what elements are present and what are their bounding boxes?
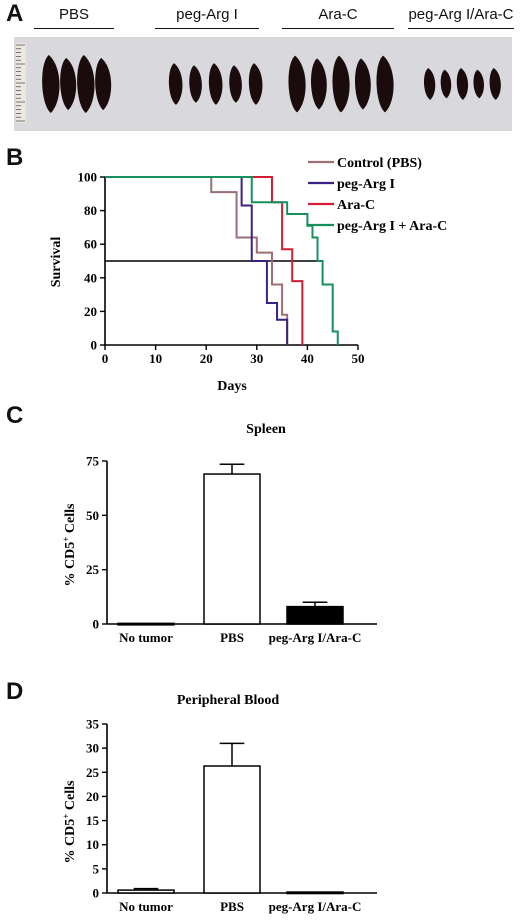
spleen-y-tick-label: 75 — [86, 454, 100, 469]
survival-y-tick-label: 60 — [84, 237, 97, 252]
spleen-specimen — [489, 68, 501, 100]
spleen-specimen — [355, 58, 371, 110]
spleen-specimen — [229, 65, 242, 103]
photo-group-label-peg-arg: peg-Arg I — [176, 6, 238, 23]
survival-y-tick-label: 40 — [84, 270, 97, 285]
spleen-ylabel-main: % CD5 — [63, 542, 78, 587]
photo-group-label-pbs: PBS — [58, 6, 89, 23]
spleen-specimen — [456, 68, 469, 100]
blood-ylabel-end: Cells — [63, 780, 78, 814]
photo-group-underline — [155, 28, 259, 29]
blood-bars: No tumor PBS peg-Arg I/Ara-C — [117, 742, 362, 914]
photo-group-underline — [282, 28, 394, 29]
blood-y-tick-label: 10 — [86, 837, 99, 852]
ruler-ticks — [16, 44, 25, 122]
survival-y-tick-label: 80 — [84, 203, 97, 218]
blood-category-label: peg-Arg I/Ara-C — [269, 899, 362, 914]
spleen-chart-title: Spleen — [246, 422, 286, 437]
spleen-specimen — [423, 68, 436, 100]
survival-series — [105, 176, 339, 345]
spleen-specimen — [77, 55, 95, 113]
blood-bar — [203, 765, 261, 894]
spleen-photo — [14, 37, 512, 131]
blood-y-tick-label: 15 — [86, 813, 100, 828]
blood-y-tick-label: 20 — [86, 789, 99, 804]
spleen-bar — [286, 605, 344, 625]
legend-label: peg-Arg I — [337, 177, 395, 192]
blood-category-label: PBS — [220, 899, 244, 914]
survival-ylabel: Survival — [49, 237, 64, 288]
survival-xlabel: Days — [217, 379, 247, 394]
blood-bar-chart: Peripheral Blood 0 5 10 15 20 25 30 35 No tumor… — [61, 693, 377, 914]
spleen-ylabel: % CD5+ Cells — [61, 503, 78, 586]
spleen-specimen — [311, 58, 327, 110]
photo-group-underline — [34, 28, 114, 29]
survival-x-tick-label: 10 — [149, 351, 162, 366]
spleen-ylabel-end: Cells — [63, 503, 78, 537]
spleen-specimen — [473, 69, 485, 99]
spleen-ylabel-sup: + — [61, 537, 71, 542]
legend-label: peg-Arg I + Ara-C — [337, 219, 447, 234]
spleen-specimen — [440, 69, 452, 99]
panel-letter-c: C — [6, 402, 24, 429]
spleen-specimen — [376, 55, 394, 113]
panel-letter-a: A — [6, 0, 24, 27]
spleen-y-tick-label: 25 — [86, 562, 100, 577]
photo-group-underline — [408, 28, 514, 29]
panel-letter-b: B — [6, 144, 24, 171]
survival-x-tick-label: 30 — [250, 351, 263, 366]
legend-label: Control (PBS) — [337, 156, 422, 171]
spleen-specimen — [332, 55, 350, 113]
spleen-specimen — [42, 55, 60, 113]
spleen-y-tick-label: 50 — [86, 508, 99, 523]
spleen-specimen — [208, 63, 223, 105]
survival-y-tick-label: 0 — [91, 338, 98, 353]
survival-series-line — [105, 176, 304, 345]
survival-x-tick-label: 50 — [352, 351, 365, 366]
panel-letter-d: D — [6, 678, 24, 705]
blood-ylabel-sup: + — [61, 814, 71, 819]
blood-bar — [117, 889, 175, 894]
spleen-y-tick-label: 0 — [93, 617, 100, 632]
survival-axes: 0 10 20 30 40 50 0 20 40 60 80 100 — [78, 170, 365, 367]
survival-x-tick-label: 20 — [200, 351, 213, 366]
blood-chart-title: Peripheral Blood — [177, 693, 279, 708]
survival-x-tick-label: 0 — [102, 351, 109, 366]
spleen-bars: No tumor PBS peg-Arg I/Ara-C — [117, 463, 362, 645]
spleen-bar — [117, 622, 175, 626]
spleen-specimen — [248, 63, 263, 105]
spleen-specimen — [189, 65, 202, 103]
blood-bar — [286, 891, 344, 895]
survival-legend: Control (PBS) peg-Arg I Ara-C peg-Arg I + A… — [308, 156, 447, 234]
blood-y-tick-label: 30 — [86, 741, 99, 756]
survival-chart: 0 10 20 30 40 50 0 20 40 60 80 100 Control (PBS) peg… — [49, 156, 447, 394]
spleen-category-label: PBS — [220, 630, 244, 645]
spleen-category-label: peg-Arg I/Ara-C — [269, 630, 362, 645]
blood-ylabel-main: % CD5 — [63, 819, 78, 864]
spleen-specimen — [60, 57, 77, 111]
survival-series-line — [105, 176, 339, 345]
blood-y-tick-label: 35 — [86, 717, 100, 732]
survival-x-tick-label: 40 — [301, 351, 314, 366]
spleen-shapes — [42, 55, 501, 113]
survival-y-tick-label: 100 — [78, 170, 98, 185]
blood-y-tick-label: 25 — [86, 765, 100, 780]
blood-y-tick-label: 5 — [93, 861, 100, 876]
spleen-bar — [203, 473, 261, 625]
spleen-bar-chart: Spleen 0 25 50 75 No tumor PBS peg-Arg I/Ara-… — [61, 422, 377, 645]
survival-series-line — [105, 176, 289, 345]
survival-series-line — [105, 176, 289, 345]
blood-ylabel: % CD5+ Cells — [61, 780, 78, 863]
photo-group-label-ara-c: Ara-C — [318, 6, 358, 23]
spleen-specimen — [288, 55, 306, 113]
photo-group-label-combo: peg-Arg I/Ara-C — [408, 6, 514, 23]
survival-y-tick-label: 20 — [84, 304, 97, 319]
blood-category-label: No tumor — [119, 899, 173, 914]
spleen-category-label: No tumor — [119, 630, 173, 645]
spleen-specimen — [168, 63, 183, 105]
spleen-specimen — [95, 57, 112, 111]
blood-y-tick-label: 0 — [93, 886, 100, 901]
legend-label: Ara-C — [337, 198, 375, 213]
